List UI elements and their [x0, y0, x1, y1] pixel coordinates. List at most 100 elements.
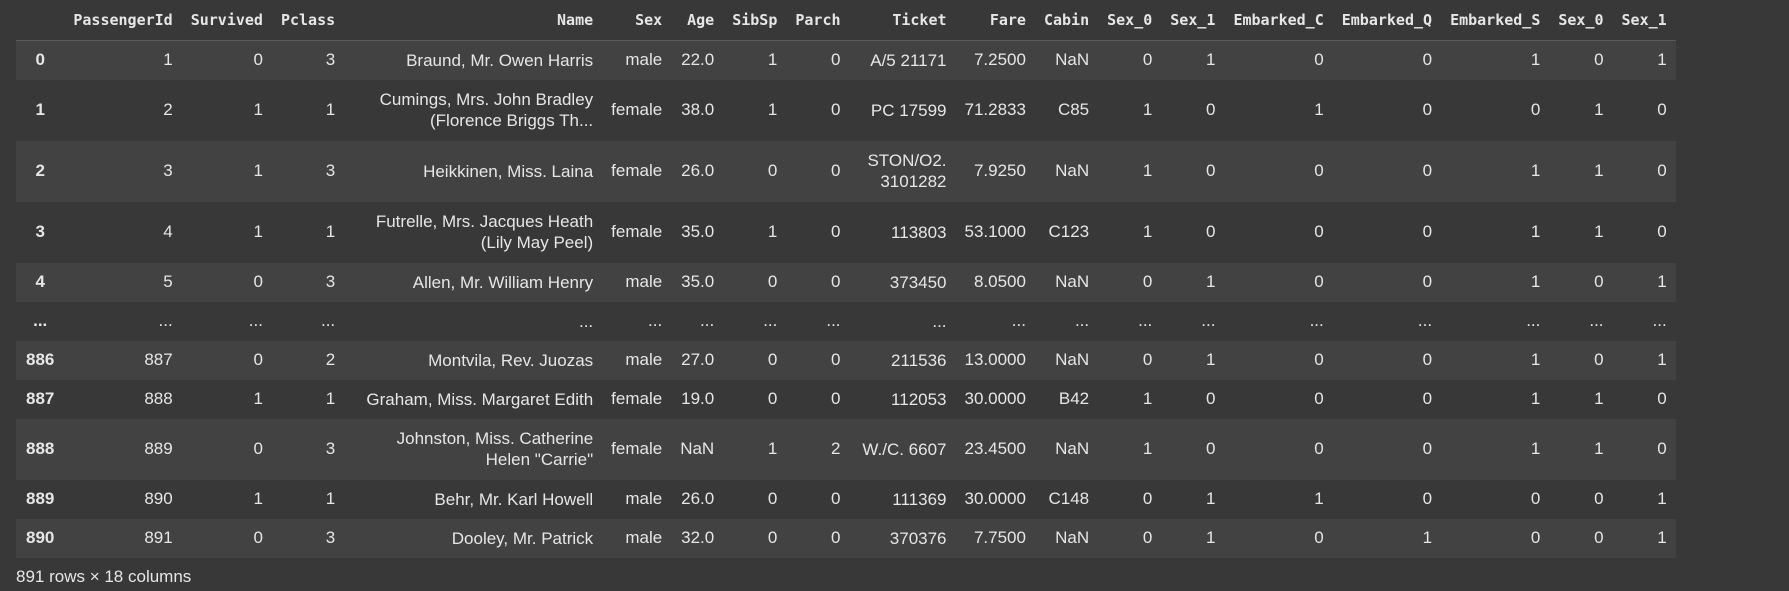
table-cell: 0	[1314, 222, 1324, 241]
column-header: Sex	[602, 0, 672, 41]
table-cell: 3	[325, 528, 336, 547]
table-cell: 0	[253, 439, 263, 458]
table-cell: 1	[1205, 50, 1216, 70]
table-cell: 71.2833	[964, 100, 1026, 119]
table-cell: 1	[1594, 222, 1604, 241]
table-cell: male	[625, 528, 663, 547]
table-cell: 1	[1657, 489, 1667, 508]
table-cell: 0	[1422, 50, 1433, 70]
table-row: 886 887 0 2 Montvila, Rev. Juozas male 27.0 0 0 2…	[16, 340, 1676, 380]
table-cell: 0	[1594, 489, 1604, 508]
table-cell: 0	[253, 528, 263, 547]
table-cell: 0	[1594, 528, 1604, 547]
header-row: PassengerId Survived Pclass Name Sex Age SibSp…	[16, 0, 1676, 41]
table-cell: B42	[1058, 389, 1090, 408]
table-cell: 0	[1314, 50, 1324, 70]
table-cell: Johnston, Miss. Catherine Helen "Carrie"	[396, 429, 594, 469]
table-cell: 0	[831, 489, 841, 508]
column-header: Ticket	[849, 0, 956, 41]
table-cell: 1	[1142, 222, 1153, 241]
table-cell: 0	[1422, 161, 1433, 180]
table-row: 1 2 1 1 Cumings, Mrs. John Bradley (Florence…	[16, 79, 1676, 141]
table-cell: 0	[1422, 100, 1433, 119]
table-cell: 8.0500	[973, 272, 1026, 291]
table-cell: 1	[253, 489, 263, 508]
table-cell: 1	[1530, 50, 1541, 70]
column-header: Age	[671, 0, 724, 41]
table-cell: 7.9250	[973, 161, 1026, 180]
table-cell: 0	[1314, 439, 1324, 458]
column-header: Embarked_Q	[1332, 0, 1442, 41]
table-cell: A/5 21171	[870, 50, 947, 70]
row-index: 886	[26, 350, 55, 369]
table-cell: 26.0	[681, 489, 715, 508]
table-cell: 27.0	[681, 350, 715, 369]
table-cell: female	[611, 222, 663, 241]
dataframe-output: PassengerId Survived Pclass Name Sex Age SibSp…	[16, 0, 1676, 558]
table-cell: 0	[831, 161, 841, 180]
table-cell: 0	[1594, 50, 1604, 70]
row-index: 889	[26, 489, 55, 508]
column-header: Parch	[786, 0, 850, 41]
table-cell: 1	[1530, 222, 1541, 241]
table-cell: 1	[1314, 100, 1324, 119]
table-cell: NaN	[1055, 528, 1090, 547]
table-cell: 0	[1422, 439, 1433, 458]
table-cell: ...	[763, 311, 778, 330]
table-cell: 1	[767, 50, 778, 70]
table-cell: 1	[253, 222, 263, 241]
table-row: 888 889 0 3 Johnston, Miss. Catherine Helen …	[16, 418, 1676, 480]
table-cell: NaN	[1055, 350, 1090, 369]
table-cell: ...	[158, 311, 173, 330]
table-cell: ...	[700, 311, 715, 330]
table-cell: 0	[1422, 389, 1433, 408]
table-cell: 1	[1530, 389, 1541, 408]
table-cell: 7.2500	[973, 50, 1026, 70]
column-header: Sex_0	[1098, 0, 1162, 41]
table-cell: 1	[1657, 50, 1667, 70]
table-cell: 0	[1142, 272, 1153, 291]
table-cell: PC 17599	[870, 100, 947, 120]
table-cell: 0	[253, 50, 263, 70]
table-cell: 0	[1314, 389, 1324, 408]
table-cell: 111369	[892, 489, 947, 509]
table-row: 2 3 1 3 Heikkinen, Miss. Laina female 26.0 0 0 ST…	[16, 140, 1676, 202]
row-index: 1	[35, 100, 45, 119]
table-cell: 1	[1530, 350, 1541, 369]
table-cell: 0	[1314, 161, 1324, 180]
table-cell: 0	[1205, 161, 1216, 180]
table-cell: 23.4500	[964, 439, 1026, 458]
table-cell: Montvila, Rev. Juozas	[428, 350, 594, 370]
table-cell: 1	[1657, 272, 1667, 291]
table-cell: 0	[767, 161, 778, 180]
table-cell: ...	[320, 311, 336, 330]
table-cell: 888	[144, 389, 173, 408]
table-cell: 0	[831, 350, 841, 369]
table-cell: ...	[1201, 311, 1216, 330]
table-cell: 4	[163, 222, 173, 241]
table-cell: 3	[325, 50, 336, 70]
column-header: Pclass	[271, 0, 345, 41]
table-cell: 0	[1142, 489, 1153, 508]
table-cell: 0	[1142, 528, 1153, 547]
table-cell: 1	[1314, 489, 1324, 508]
table-cell: 0	[1657, 161, 1667, 180]
table-cell: 0	[831, 50, 841, 70]
row-index: 4	[35, 272, 45, 291]
table-cell: 26.0	[681, 161, 715, 180]
row-index: 887	[26, 389, 55, 408]
table-cell: 53.1000	[964, 222, 1026, 241]
table-cell: C123	[1048, 222, 1090, 241]
table-cell: Dooley, Mr. Patrick	[451, 528, 594, 548]
table-cell: 0	[1657, 222, 1667, 241]
table-cell: Futrelle, Mrs. Jacques Heath (Lily May P…	[375, 212, 594, 252]
table-cell: ...	[648, 311, 663, 330]
table-row: ........................................…	[16, 301, 1676, 341]
table-cell: 35.0	[681, 272, 715, 291]
table-row: 887 888 1 1 Graham, Miss. Margaret Edith fema…	[16, 379, 1676, 419]
table-cell: 3	[325, 272, 336, 291]
column-header: Sex_1	[1161, 0, 1225, 41]
table-cell: male	[625, 50, 663, 70]
table-cell: 0	[831, 272, 841, 291]
table-cell: 2	[831, 439, 841, 458]
